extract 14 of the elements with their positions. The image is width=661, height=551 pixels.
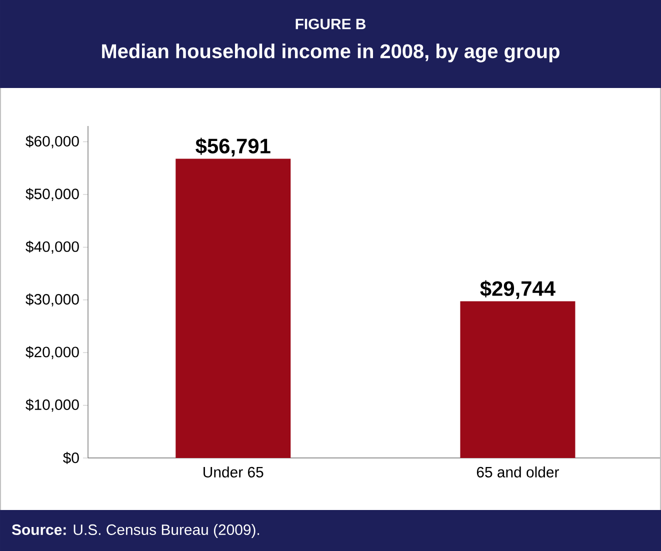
chart-subtitle: FIGURE B	[296, 18, 366, 30]
y-tick-label: $30,000	[26, 293, 79, 306]
text: Source: U.S. Census Bureau (2009).	[12, 524, 260, 538]
y-tick-label: $20,000	[26, 346, 79, 360]
x-tick-label: 65 and older	[476, 466, 559, 478]
y-tick-label: $50,000	[26, 188, 79, 201]
y-tick-label: $10,000	[26, 398, 79, 412]
y-tick-label: $40,000	[26, 240, 79, 254]
y-tick-label: $0	[63, 452, 79, 464]
data-label: $29,744	[480, 280, 556, 300]
chart-title: Median household income in 2008, by age group	[102, 44, 560, 62]
data-label: $56,791	[196, 138, 270, 157]
x-tick-label: Under 65	[204, 466, 264, 478]
y-tick-label: $60,000	[26, 135, 79, 148]
